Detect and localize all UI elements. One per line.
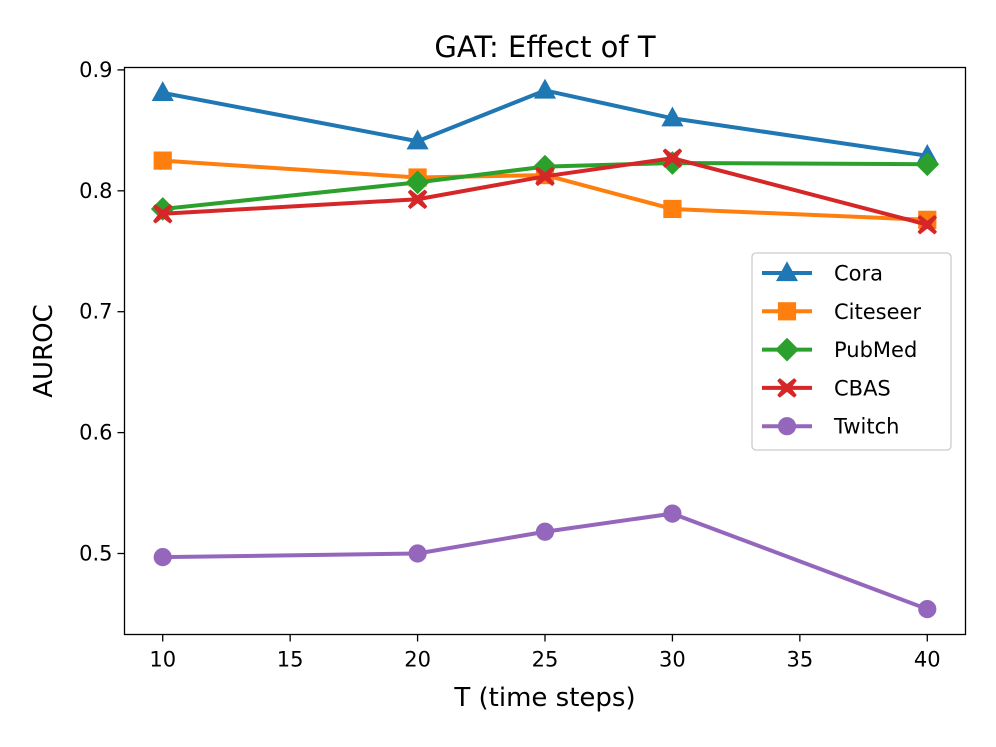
data-point-cbas <box>407 189 428 209</box>
series-layer <box>150 78 940 619</box>
chart-title: GAT: Effect of T <box>434 30 655 64</box>
legend-frame <box>751 252 952 451</box>
legend: Cora Citeseer PubMed CBAS Twitch <box>751 252 952 451</box>
x-tick-label: 25 <box>532 648 559 672</box>
legend-marker <box>775 261 799 282</box>
x-tick-label: 20 <box>404 648 431 672</box>
legend-label: Citeseer <box>834 300 921 324</box>
data-point-twitch <box>408 544 427 563</box>
data-point-cbas <box>917 215 937 235</box>
x-tick-label: 30 <box>659 648 686 672</box>
legend-item-cora: Cora <box>762 261 883 286</box>
legend-marker <box>777 302 797 321</box>
data-point-twitch <box>153 548 172 567</box>
x-tick-label: 15 <box>277 648 304 672</box>
legend-item-twitch: Twitch <box>762 415 899 439</box>
series-line-cora <box>160 88 930 159</box>
legend-item-pubmed: PubMed <box>762 337 917 362</box>
series-pubmed <box>150 151 940 221</box>
legend-label: CBAS <box>834 376 891 400</box>
data-point-cora <box>406 129 429 150</box>
x-tick-label: 35 <box>786 648 813 672</box>
data-point-cora <box>533 78 557 99</box>
y-tick-label: 0.8 <box>79 179 112 203</box>
legend-marker <box>777 417 797 436</box>
data-point-cbas <box>153 204 173 224</box>
x-tick-label: 40 <box>914 648 941 672</box>
series-cbas <box>153 148 937 235</box>
data-point-cbas <box>662 148 683 168</box>
y-tick-label: 0.6 <box>79 421 112 445</box>
x-tick-label: 10 <box>149 648 176 672</box>
data-point-pubmed <box>915 152 940 177</box>
y-axis-label: AUROC <box>29 304 59 398</box>
legend-label: Twitch <box>833 415 899 439</box>
data-point-twitch <box>663 504 682 523</box>
data-point-twitch <box>535 522 555 541</box>
y-tick-label: 0.5 <box>79 542 112 566</box>
legend-item-citeseer: Citeseer <box>762 300 921 324</box>
legend-marker <box>777 378 797 398</box>
data-point-cora <box>151 81 174 101</box>
data-point-cora <box>661 106 684 127</box>
data-point-citeseer <box>663 199 682 219</box>
data-point-cbas <box>535 166 555 186</box>
x-axis-label: T (time steps) <box>453 683 635 713</box>
x-axis: 10 15 20 25 30 35 40 <box>149 634 941 672</box>
legend-item-cbas: CBAS <box>762 376 891 400</box>
y-tick-label: 0.7 <box>79 300 112 324</box>
series-cora <box>151 78 939 164</box>
y-axis: 0.5 0.6 0.7 0.8 0.9 <box>79 58 125 566</box>
legend-marker <box>775 337 799 362</box>
legend-label: Cora <box>834 262 883 286</box>
data-point-twitch <box>918 600 937 619</box>
data-point-pubmed <box>405 170 430 195</box>
series-twitch <box>153 504 937 619</box>
y-tick-label: 0.9 <box>79 58 112 82</box>
data-point-citeseer <box>153 151 172 170</box>
legend-label: PubMed <box>834 338 917 362</box>
